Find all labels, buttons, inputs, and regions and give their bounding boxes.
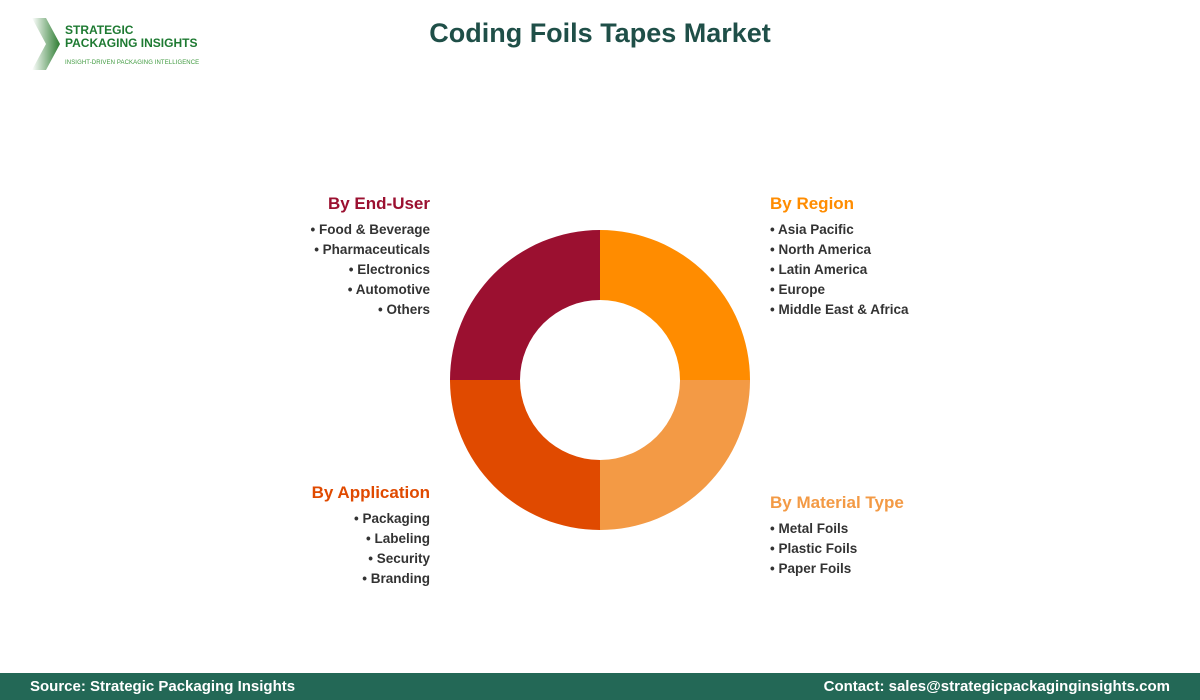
- segment-end-user: [450, 230, 600, 380]
- logo-tagline: INSIGHT-DRIVEN PACKAGING INTELLIGENCE: [65, 60, 200, 66]
- list-item: • Metal Foils: [770, 521, 849, 536]
- list-item: • Middle East & Africa: [770, 302, 909, 317]
- group-end-user: By End-User • Food & Beverage • Pharmaceu…: [230, 194, 430, 320]
- list-item: • North America: [770, 242, 871, 257]
- list-item: • Others: [378, 302, 430, 317]
- group-title: By End-User: [327, 194, 430, 213]
- group-material: By Material Type • Metal Foils • Plastic …: [770, 493, 970, 579]
- logo: STRATEGIC PACKAGING INSIGHTS INSIGHT-DRIV…: [32, 18, 212, 73]
- list-item: • Pharmaceuticals: [314, 242, 430, 257]
- list-item: • Security: [368, 551, 430, 566]
- list-item: • Packaging: [353, 511, 430, 526]
- list-item: • Labeling: [366, 531, 430, 546]
- footer-contact: Contact: sales@strategicpackaginginsight…: [823, 678, 1170, 695]
- segment-region: [600, 230, 750, 380]
- list-item: • Automotive: [347, 282, 430, 297]
- group-application: By Application • Packaging • Labeling • Se…: [230, 483, 430, 589]
- list-item: • Food & Beverage: [310, 222, 430, 237]
- page-title: Coding Foils Tapes Market: [429, 18, 771, 48]
- group-title: By Application: [311, 483, 430, 502]
- group-title: By Material Type: [770, 493, 904, 512]
- chevron-logo-icon: [32, 18, 60, 70]
- footer-source: Source: Strategic Packaging Insights: [30, 678, 296, 695]
- segment-application: [450, 380, 600, 530]
- group-title: By Region: [770, 194, 855, 213]
- segment-material: [600, 380, 750, 530]
- footer: Source: Strategic Packaging Insights Con…: [0, 673, 1200, 700]
- logo-line2: PACKAGING INSIGHTS: [65, 36, 198, 50]
- list-item: • Latin America: [770, 262, 868, 277]
- list-item: • Electronics: [348, 262, 430, 277]
- list-item: • Europe: [770, 282, 825, 297]
- group-region: By Region • Asia Pacific • North America •…: [770, 194, 970, 320]
- list-item: • Paper Foils: [770, 561, 852, 576]
- list-item: • Asia Pacific: [770, 222, 854, 237]
- list-item: • Plastic Foils: [770, 541, 858, 556]
- list-item: • Branding: [362, 571, 430, 586]
- logo-line1: STRATEGIC: [65, 23, 134, 37]
